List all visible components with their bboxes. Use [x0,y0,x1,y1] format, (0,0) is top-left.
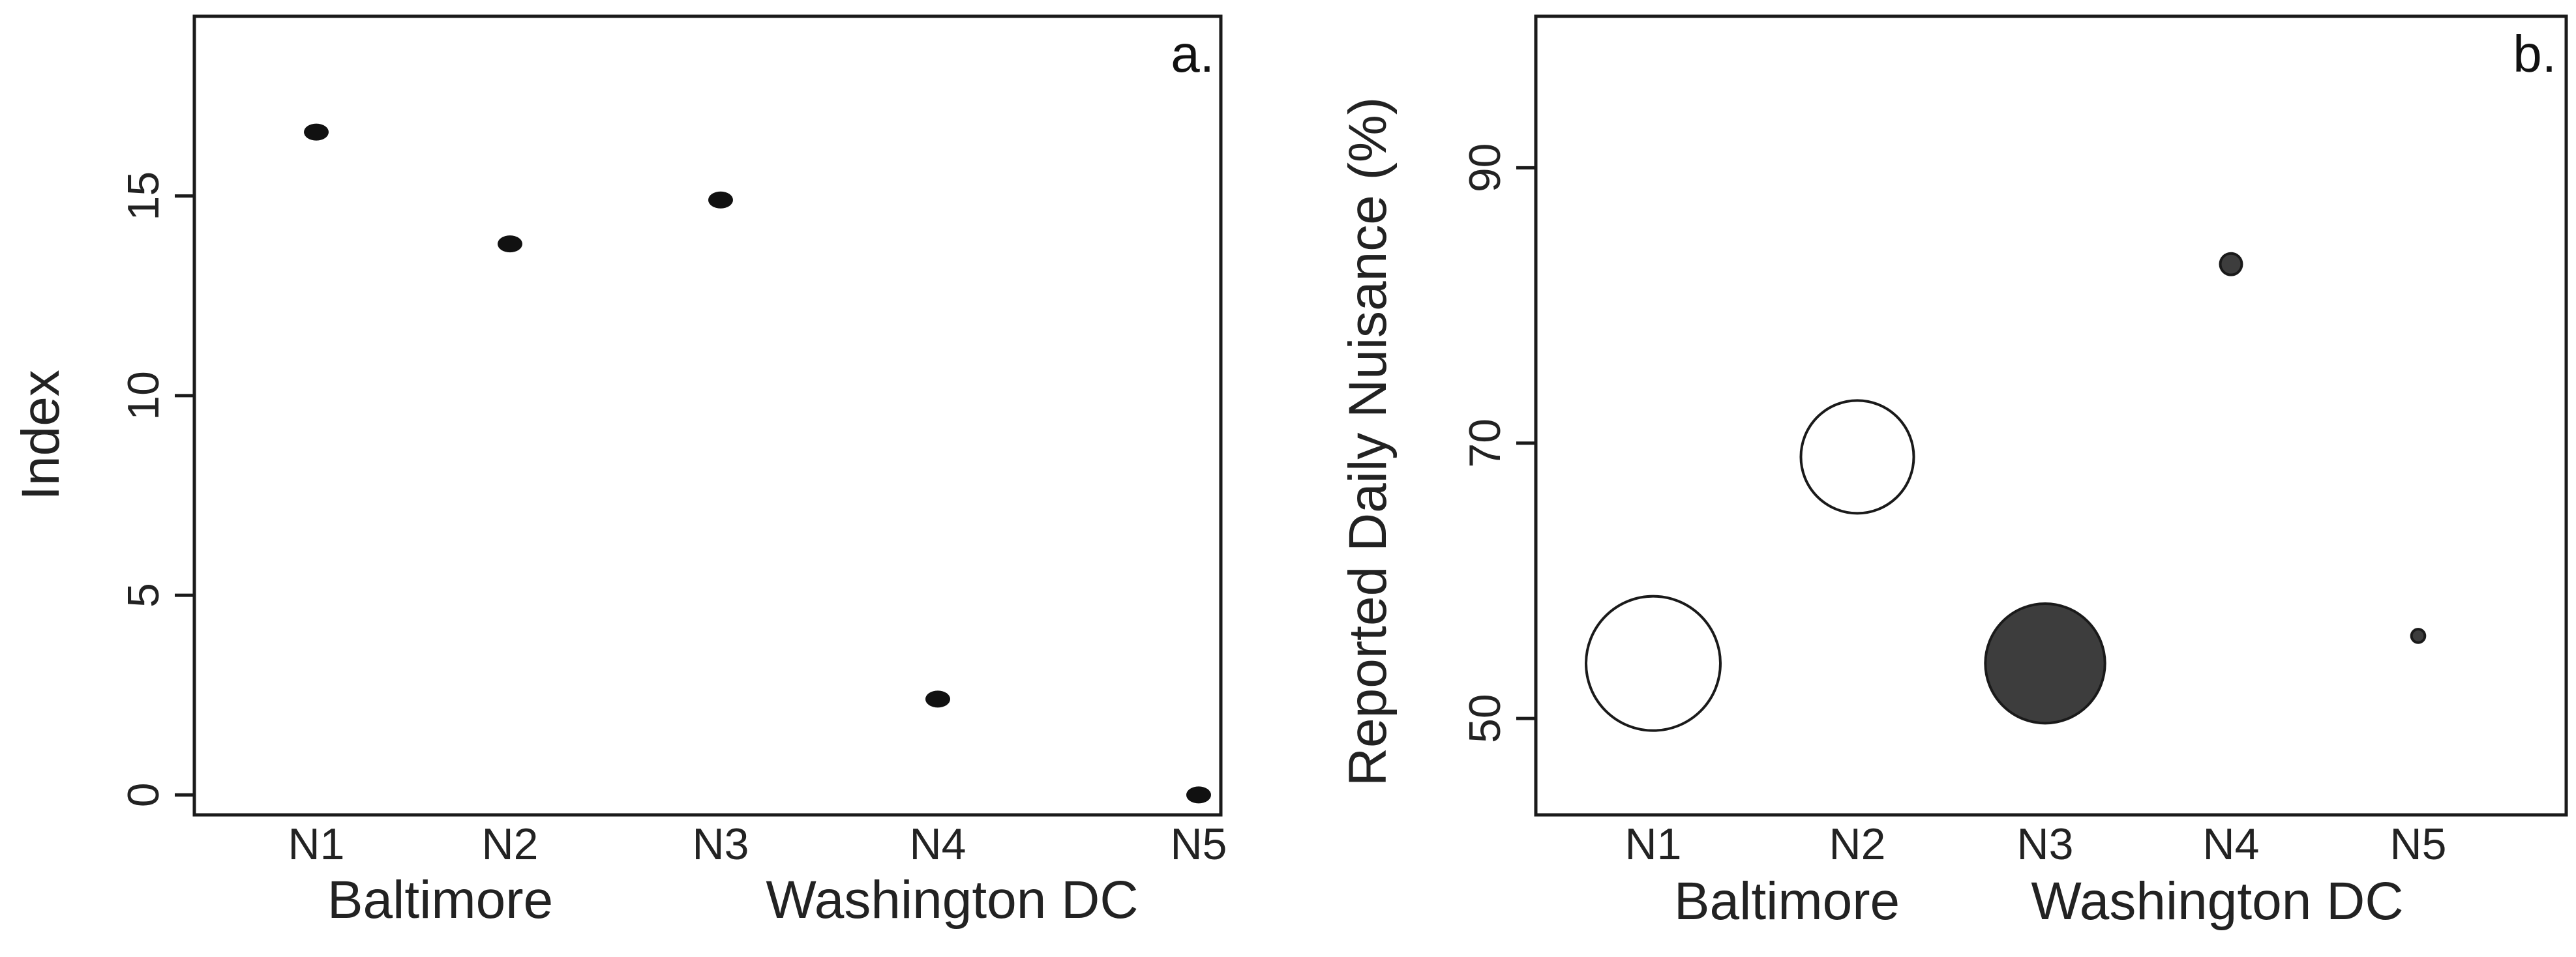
panel-a: 0 5 10 15 Index N1 N2 N3 N4 N5 Baltimore Washington… [11,14,1227,930]
y-tick-label: 10 [119,371,168,420]
data-point [1186,786,1211,804]
group-label: Baltimore [327,870,553,930]
y-tick-label: 70 [1460,419,1510,468]
group-label: Baltimore [1674,872,1900,931]
x-tick-label: N2 [482,819,539,869]
bubble-point [2219,252,2243,276]
y-tick-label: 15 [119,171,168,221]
y-tick-label: 50 [1460,694,1510,743]
x-tick-label: N2 [1829,819,1886,869]
y-tick-label: 0 [119,782,168,807]
data-point [498,235,522,253]
data-point [708,191,733,209]
y-tick-label: 90 [1460,143,1510,193]
bubble-point [1799,399,1915,515]
group-label: Washington DC [766,870,1138,930]
data-point [304,123,329,141]
x-tick-label: N3 [693,819,749,869]
x-tick-label: N4 [910,819,966,869]
y-axis-label: Reported Daily Nuisance (%) [1338,97,1398,786]
bubble-point [2410,628,2427,644]
x-tick-label: N3 [2017,819,2074,869]
group-label: Washington DC [2031,872,2403,931]
x-tick-label: N5 [2390,819,2447,869]
x-tick-label: N1 [1625,819,1682,869]
bubble-point [1585,595,1722,732]
panel-label: b. [2513,25,2556,83]
plot-frame [192,14,1223,817]
y-axis-label: Index [11,370,70,501]
x-tick-label: N1 [288,819,345,869]
panel-label: a. [1171,25,1214,83]
y-tick-label: 5 [119,583,168,608]
bubble-point [1984,602,2106,725]
x-tick-label: N4 [2203,819,2260,869]
data-point [925,690,950,708]
plot-frame [1534,14,2568,817]
x-tick-label: N5 [1171,819,1227,869]
panel-b: 50 70 90 Reported Daily Nuisance (%) N1 N2 N3 N… [1338,14,2568,931]
